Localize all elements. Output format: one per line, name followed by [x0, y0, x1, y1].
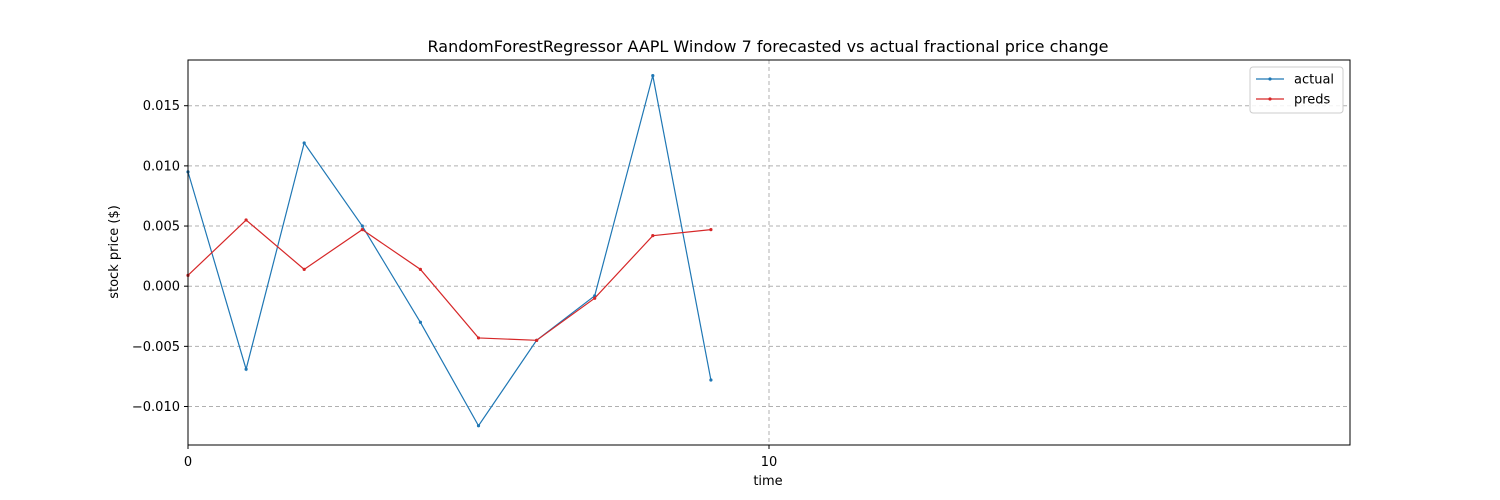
- data-point-preds: [360, 228, 364, 232]
- data-point-preds: [476, 336, 481, 340]
- data-point-actual: [709, 378, 713, 382]
- legend-marker: [1268, 77, 1272, 81]
- data-point-preds: [302, 267, 306, 271]
- legend: actual preds: [1249, 66, 1344, 114]
- y-tick-label: 0.015: [143, 99, 180, 114]
- data-point-preds: [651, 234, 655, 238]
- y-axis: −0.010 −0.005 0.000 0.005 0.010 0.015: [132, 99, 188, 415]
- y-tick-label: 0.005: [143, 220, 180, 235]
- legend-marker: [1268, 97, 1272, 101]
- series-line-actual: [187, 75, 712, 427]
- data-point-actual: [418, 320, 422, 324]
- chart-title: RandomForestRegressor AAPL Window 7 fore…: [428, 37, 1109, 56]
- data-point-actual: [360, 224, 364, 228]
- data-point-actual: [302, 141, 306, 145]
- y-axis-label: stock price ($): [107, 205, 122, 299]
- x-tick-label: 10: [761, 455, 778, 470]
- data-point-actual: [651, 74, 655, 78]
- x-axis-label: time: [753, 474, 782, 489]
- data-point-actual: [476, 424, 481, 428]
- data-point-preds: [593, 296, 597, 300]
- x-axis: 0 10: [184, 445, 777, 470]
- data-point-preds: [244, 218, 248, 222]
- x-tick-label: 0: [184, 455, 192, 470]
- y-tick-label: −0.005: [132, 340, 180, 355]
- series-layer: [186, 74, 713, 428]
- y-tick-label: 0.000: [143, 280, 180, 295]
- data-point-actual: [244, 367, 248, 371]
- legend-label: actual: [1294, 73, 1334, 88]
- grid: [187, 60, 1350, 445]
- legend-label: preds: [1294, 93, 1331, 108]
- data-point-preds: [535, 338, 539, 342]
- data-point-preds: [418, 267, 422, 271]
- y-tick-label: −0.010: [132, 400, 180, 415]
- data-point-preds: [709, 228, 713, 232]
- series-line-preds: [187, 219, 711, 341]
- y-tick-label: 0.010: [143, 159, 180, 174]
